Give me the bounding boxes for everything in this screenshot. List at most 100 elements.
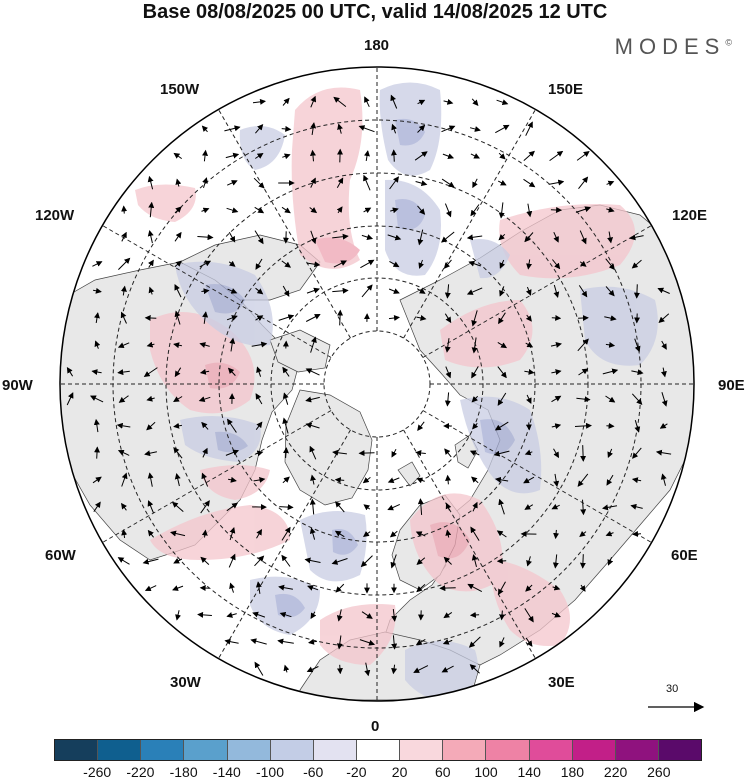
wind-vector-arrow	[337, 309, 344, 326]
wind-vector-arrow	[334, 477, 345, 484]
wind-vector-arrow	[147, 529, 154, 538]
wind-vector-arrow	[254, 555, 265, 567]
wind-vector-arrow	[228, 232, 236, 243]
wind-vector-arrow	[199, 260, 212, 268]
wind-vector-arrow	[226, 315, 238, 321]
wind-vector-arrow	[173, 558, 183, 564]
wind-vector-arrow	[388, 288, 400, 294]
wind-vector-arrow	[306, 666, 319, 673]
wind-vector-arrow	[525, 584, 533, 592]
wind-vector-arrow	[658, 313, 670, 323]
wind-vector-arrow	[306, 287, 320, 294]
wind-vector-arrow	[445, 474, 452, 485]
wind-vector-arrow	[306, 261, 321, 268]
wind-vector-arrow	[524, 504, 534, 510]
wind-vector-arrow	[552, 554, 559, 569]
wind-vector-arrow	[441, 125, 456, 133]
wind-vector-arrow	[226, 612, 237, 618]
wind-vector-arrow	[523, 150, 535, 161]
wind-vector-arrow	[580, 499, 587, 516]
wind-vector-arrow	[470, 153, 480, 159]
wind-vector-arrow	[361, 611, 373, 619]
wind-vector-arrow	[93, 287, 102, 294]
meridian-line	[102, 225, 332, 358]
wind-vector-arrow	[227, 367, 236, 376]
wind-vector-arrow	[174, 260, 182, 268]
wind-vector-arrow	[281, 125, 292, 132]
wind-vector-arrow	[525, 422, 532, 431]
colorbar-swatch	[270, 740, 314, 760]
positive-anomaly	[440, 300, 533, 368]
wind-vector-arrow	[66, 392, 74, 406]
wind-vector-arrow	[524, 608, 534, 623]
wind-vector-arrow	[335, 501, 345, 513]
wind-vector-arrow	[661, 340, 667, 350]
wind-vector-arrow	[363, 504, 371, 511]
wind-vector-arrow	[147, 472, 154, 487]
wind-vector-arrow	[578, 368, 589, 376]
wind-vector-arrow	[389, 530, 398, 538]
wind-vector-arrow	[173, 447, 183, 459]
wind-vector-arrow	[147, 230, 154, 244]
wind-vector-arrow	[250, 638, 267, 645]
wind-vector-arrow	[94, 446, 101, 459]
wind-vector-arrow	[468, 636, 481, 648]
positive-anomaly	[499, 204, 635, 279]
wind-vector-arrow	[416, 288, 426, 294]
wind-vector-arrow	[120, 285, 127, 296]
wind-vector-arrow	[524, 368, 535, 375]
wind-vector-arrow	[201, 207, 210, 214]
wind-vector-arrow	[229, 582, 235, 593]
wind-vector-arrow	[281, 526, 291, 541]
colorbar-tick-label: -260	[83, 764, 112, 780]
wind-vector-arrow	[605, 258, 615, 271]
wind-vector-arrow	[416, 584, 426, 593]
wind-vector-arrow	[602, 504, 618, 511]
wind-vector-arrow	[552, 584, 561, 591]
wind-vector-arrow	[202, 311, 209, 324]
colorbar-tick-label: 20	[391, 764, 408, 780]
wind-vector-arrow	[170, 530, 186, 537]
wind-vector-arrow	[443, 556, 452, 565]
wind-vector-arrow	[229, 337, 236, 352]
colorbar-swatch	[443, 740, 487, 760]
wind-vector-arrow	[553, 529, 560, 540]
wind-vector-arrow	[254, 661, 264, 676]
wind-vector-arrow	[336, 609, 343, 622]
meridian-line	[403, 429, 536, 659]
wind-vector-arrow	[494, 476, 509, 483]
wind-vector-arrow	[148, 259, 154, 268]
wind-vector-arrow	[364, 662, 371, 677]
wind-vector-arrow	[661, 392, 668, 407]
wind-vector-arrow	[629, 234, 644, 241]
wind-vector-arrow	[309, 527, 316, 540]
wind-vector-arrow	[525, 286, 532, 296]
wind-vector-arrow	[578, 176, 589, 190]
wind-vector-arrow	[360, 259, 375, 269]
wind-vector-arrow	[631, 477, 642, 484]
wind-vector-arrow	[148, 201, 155, 218]
wind-vector-arrow	[93, 501, 101, 512]
wind-vector-arrow	[472, 178, 478, 189]
wind-vector-arrow	[253, 476, 266, 483]
negative-anomaly-strong	[275, 593, 305, 618]
wind-vector-arrow	[657, 287, 670, 294]
wind-vector-arrow	[199, 342, 210, 348]
wind-vector-arrow	[499, 637, 505, 648]
wind-vector-arrow	[578, 285, 588, 298]
wind-vector-arrow	[146, 395, 155, 402]
wind-vector-arrow	[332, 449, 347, 456]
wind-vector-arrow	[468, 260, 481, 267]
wind-vector-arrow	[523, 476, 535, 484]
wind-vector-arrow	[254, 230, 264, 245]
positive-anomaly	[150, 505, 290, 560]
wind-vector-arrow	[279, 611, 292, 618]
wind-vector-arrow	[576, 151, 590, 161]
colorbar-swatch	[184, 740, 228, 760]
wind-vector-arrow	[471, 98, 479, 106]
wind-vector-arrow	[606, 180, 615, 187]
wind-vector-arrow	[278, 314, 295, 321]
wind-vector-arrow	[524, 232, 534, 243]
wind-vector-arrow	[630, 503, 643, 510]
lon-label-30w: 30W	[170, 674, 201, 691]
